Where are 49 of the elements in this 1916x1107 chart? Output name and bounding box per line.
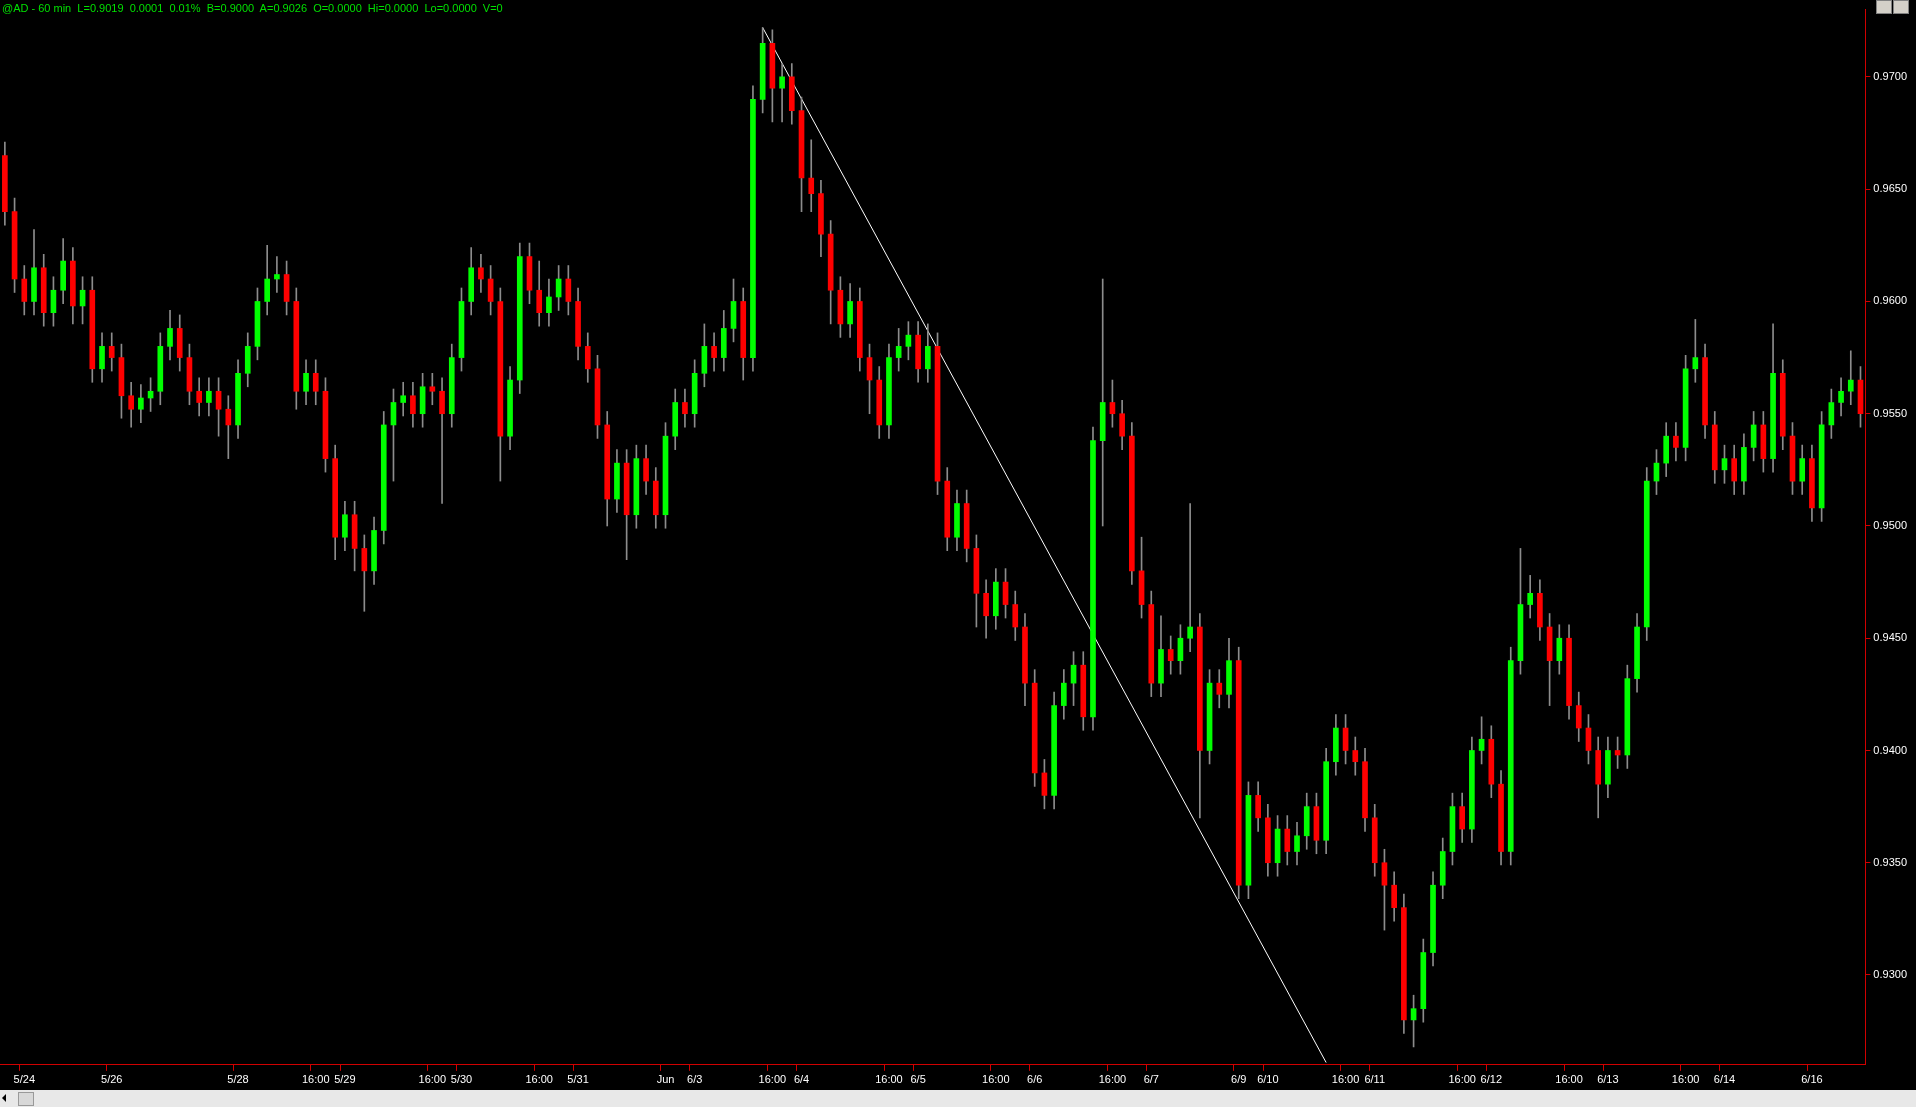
- x-tick-label: 5/30: [450, 1073, 473, 1086]
- x-tick-label: 6/11: [1364, 1073, 1386, 1086]
- y-tick-label: 0.9550: [1873, 406, 1908, 419]
- candlestick: [225, 395, 232, 459]
- x-tick-label: 16:00: [1331, 1073, 1360, 1086]
- x-tick-label: 5/26: [101, 1073, 123, 1086]
- x-tick-label: 6/9: [1231, 1073, 1247, 1086]
- candlestick: [1099, 278, 1106, 527]
- x-tick-label: 5/29: [334, 1073, 356, 1086]
- x-tick-label: 6/7: [1143, 1073, 1159, 1086]
- x-tick-label: 16:00: [525, 1073, 553, 1086]
- x-tick-label: 16:00: [758, 1073, 787, 1086]
- y-tick-label: 0.9700: [1873, 69, 1908, 82]
- x-tick-label: 16:00: [301, 1073, 330, 1086]
- x-tick-label: Jun: [656, 1073, 675, 1086]
- candlestick: [1187, 503, 1193, 653]
- x-tick-label: 16:00: [1555, 1073, 1583, 1086]
- candlestick: [274, 256, 280, 293]
- x-tick-label: 5/28: [227, 1073, 249, 1086]
- x-tick-label: 6/14: [1713, 1073, 1736, 1086]
- x-tick-label: 16:00: [1671, 1073, 1700, 1086]
- y-tick-label: 0.9650: [1873, 182, 1908, 195]
- y-tick-label: 0.9400: [1873, 743, 1908, 756]
- y-tick-label: 0.9450: [1873, 631, 1908, 644]
- y-tick-label: 0.9500: [1873, 519, 1908, 532]
- y-tick-label: 0.9600: [1873, 294, 1908, 307]
- x-tick-label: 16:00: [982, 1073, 1010, 1086]
- candlestick: [1847, 350, 1854, 406]
- candlestick: [779, 63, 785, 123]
- x-tick-label: 5/31: [567, 1073, 589, 1086]
- chart-title: @AD - 60 min L=0.9019 0.0001 0.01% B=0.9000 A=0.9026 O=0.0000 Hi=0.0000 Lo=0.0000 V=0: [2, 2, 503, 14]
- x-tick-label: 6/3: [687, 1073, 703, 1086]
- x-tick-label: 6/16: [1801, 1073, 1823, 1086]
- candlestick: [439, 377, 445, 504]
- x-tick-label: 5/24: [13, 1073, 35, 1086]
- y-tick-label: 0.9300: [1873, 968, 1908, 981]
- x-tick-label: 6/12: [1480, 1073, 1503, 1086]
- candlestick: [808, 139, 815, 212]
- x-tick-label: 6/6: [1027, 1073, 1043, 1086]
- x-tick-label: 16:00: [1448, 1073, 1476, 1086]
- x-tick-label: 6/5: [910, 1073, 926, 1086]
- x-tick-label: 6/4: [793, 1073, 810, 1086]
- x-tick-label: 16:00: [875, 1073, 903, 1086]
- x-tick-label: 6/10: [1257, 1073, 1279, 1086]
- candlestick: [400, 381, 407, 417]
- y-tick-label: 0.9350: [1873, 855, 1908, 868]
- x-tick-label: 16:00: [1098, 1073, 1127, 1086]
- x-tick-label: 16:00: [418, 1073, 447, 1086]
- x-tick-label: 6/13: [1597, 1073, 1619, 1086]
